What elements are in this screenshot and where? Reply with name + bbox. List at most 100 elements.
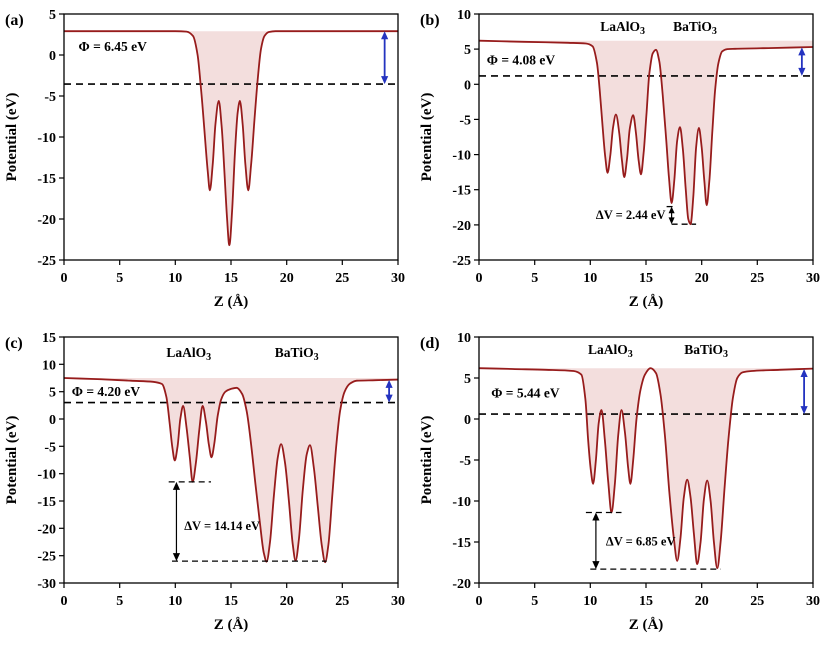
y-axis-title: Potential (eV)	[419, 93, 435, 182]
x-tick-label: 5	[116, 594, 123, 609]
delta-v-label: ΔV = 2.44 eV	[596, 208, 666, 222]
x-tick-label: 20	[695, 594, 709, 609]
y-tick-label: 10	[457, 331, 471, 346]
x-tick-label: 15	[639, 271, 653, 286]
panel-b: 0 5 10 15 20 25 30 10 5 0 -5 -10 -15 -20 -25 Z (Å) Poten…	[415, 0, 831, 323]
work-function-arrow	[381, 31, 389, 85]
potential-curve	[63, 30, 398, 247]
y-tick-label: -15	[37, 495, 56, 510]
y-tick-label: -25	[37, 254, 56, 269]
y-tick-label: -10	[452, 495, 471, 510]
work-function-label: Φ = 4.20 eV	[72, 384, 141, 399]
work-function-label: Φ = 4.08 eV	[487, 53, 556, 68]
y-tick-label: -5	[459, 454, 471, 469]
panel-letter: (d)	[420, 335, 440, 352]
delta-v-label: ΔV = 6.85 eV	[606, 534, 676, 548]
x-tick-label: 10	[168, 271, 182, 286]
x-tick-label: 25	[750, 594, 764, 609]
y-tick-label: -10	[37, 468, 56, 483]
panel-letter: (a)	[5, 12, 24, 29]
x-tick-label: 20	[280, 271, 294, 286]
x-tick-label: 5	[531, 594, 538, 609]
potential-curve	[478, 367, 814, 570]
material-label: BaTiO3	[684, 342, 728, 360]
y-tick-label: 5	[464, 372, 471, 387]
y-tick-label: -5	[459, 113, 471, 128]
material-label: BaTiO3	[673, 19, 717, 37]
panel-c-chart: 0 5 10 15 20 25 30 15 10 5 0 -5 -10 -15 -20 -25 -30 Z (Å)…	[4, 331, 405, 633]
y-tick-label: -25	[452, 254, 471, 269]
x-tick-label: 5	[116, 271, 123, 286]
delta-v-arrow	[668, 206, 675, 225]
x-tick-label: 15	[639, 594, 653, 609]
potential-curve	[478, 39, 814, 226]
x-tick-label: 5	[531, 271, 538, 286]
panel-a: 0 5 10 15 20 25 30 5 0 -5 -10 -15 -20 -25 Z (Å) Potenti…	[0, 0, 415, 323]
work-function-arrow	[798, 47, 806, 76]
y-tick-label: 10	[457, 8, 471, 23]
x-axis-title: Z (Å)	[214, 294, 249, 310]
y-axis-title: Potential (eV)	[4, 93, 20, 182]
material-label: BaTiO3	[275, 345, 319, 363]
delta-v-arrow	[172, 481, 181, 562]
y-tick-label: 5	[49, 8, 56, 23]
potential-curve	[63, 377, 399, 564]
x-axis-title: Z (Å)	[629, 617, 664, 633]
x-tick-label: 0	[476, 594, 483, 609]
potential-fill	[479, 40, 813, 225]
x-tick-label: 15	[224, 594, 238, 609]
y-tick-label: -5	[44, 90, 56, 105]
y-tick-label: 10	[42, 358, 56, 373]
x-tick-label: 30	[391, 594, 405, 609]
panel-c: 0 5 10 15 20 25 30 15 10 5 0 -5 -10 -15 -20 -25 -30 Z (Å)…	[0, 323, 415, 647]
y-tick-label: 5	[49, 386, 56, 401]
panel-b-chart: 0 5 10 15 20 25 30 10 5 0 -5 -10 -15 -20 -25 Z (Å) Poten…	[419, 8, 820, 310]
x-tick-label: 30	[806, 594, 820, 609]
y-tick-label: -10	[452, 149, 471, 164]
material-label: LaAlO3	[600, 19, 645, 37]
potential-fill	[479, 368, 813, 569]
x-tick-label: 25	[335, 594, 349, 609]
x-tick-label: 20	[695, 271, 709, 286]
panel-d: 0 5 10 15 20 25 30 10 5 0 -5 -10 -15 -20 Z (Å) Potentia…	[415, 323, 831, 647]
y-tick-label: 15	[42, 331, 56, 346]
x-tick-label: 25	[335, 271, 349, 286]
y-tick-label: -5	[44, 440, 56, 455]
panel-d-chart: 0 5 10 15 20 25 30 10 5 0 -5 -10 -15 -20 Z (Å) Potentia…	[419, 331, 820, 633]
x-tick-label: 0	[61, 271, 68, 286]
x-tick-label: 30	[806, 271, 820, 286]
y-tick-label: -20	[452, 219, 471, 234]
work-function-label: Φ = 5.44 eV	[491, 386, 560, 401]
x-tick-label: 15	[224, 271, 238, 286]
y-tick-label: -25	[37, 550, 56, 565]
y-tick-label: -20	[37, 213, 56, 228]
x-axis-title: Z (Å)	[214, 617, 249, 633]
x-tick-label: 10	[583, 594, 597, 609]
y-tick-label: -10	[37, 131, 56, 146]
x-tick-label: 10	[583, 271, 597, 286]
material-label: LaAlO3	[166, 345, 211, 363]
x-tick-label: 20	[280, 594, 294, 609]
panel-letter: (c)	[5, 335, 23, 352]
y-tick-label: -15	[452, 536, 471, 551]
potential-fill	[64, 31, 398, 246]
plot-border	[63, 336, 399, 584]
y-axis-title: Potential (eV)	[4, 416, 20, 505]
y-tick-label: -30	[37, 577, 56, 592]
panel-letter: (b)	[420, 12, 440, 29]
y-axis-title: Potential (eV)	[419, 416, 435, 505]
y-tick-label: 0	[464, 413, 471, 428]
work-function-label: Φ = 6.45 eV	[79, 39, 148, 54]
y-tick-label: -20	[452, 577, 471, 592]
y-tick-label: 0	[464, 78, 471, 93]
x-tick-label: 10	[168, 594, 182, 609]
y-tick-label: -20	[37, 522, 56, 537]
x-tick-label: 25	[750, 271, 764, 286]
panel-a-chart: 0 5 10 15 20 25 30 5 0 -5 -10 -15 -20 -25 Z (Å) Potenti…	[4, 8, 405, 310]
x-axis-title: Z (Å)	[629, 294, 664, 310]
delta-v-label: ΔV = 14.14 eV	[184, 519, 260, 533]
work-function-arrow	[385, 379, 393, 403]
y-tick-label: -15	[452, 184, 471, 199]
x-tick-label: 30	[391, 271, 405, 286]
material-label: LaAlO3	[588, 342, 633, 360]
